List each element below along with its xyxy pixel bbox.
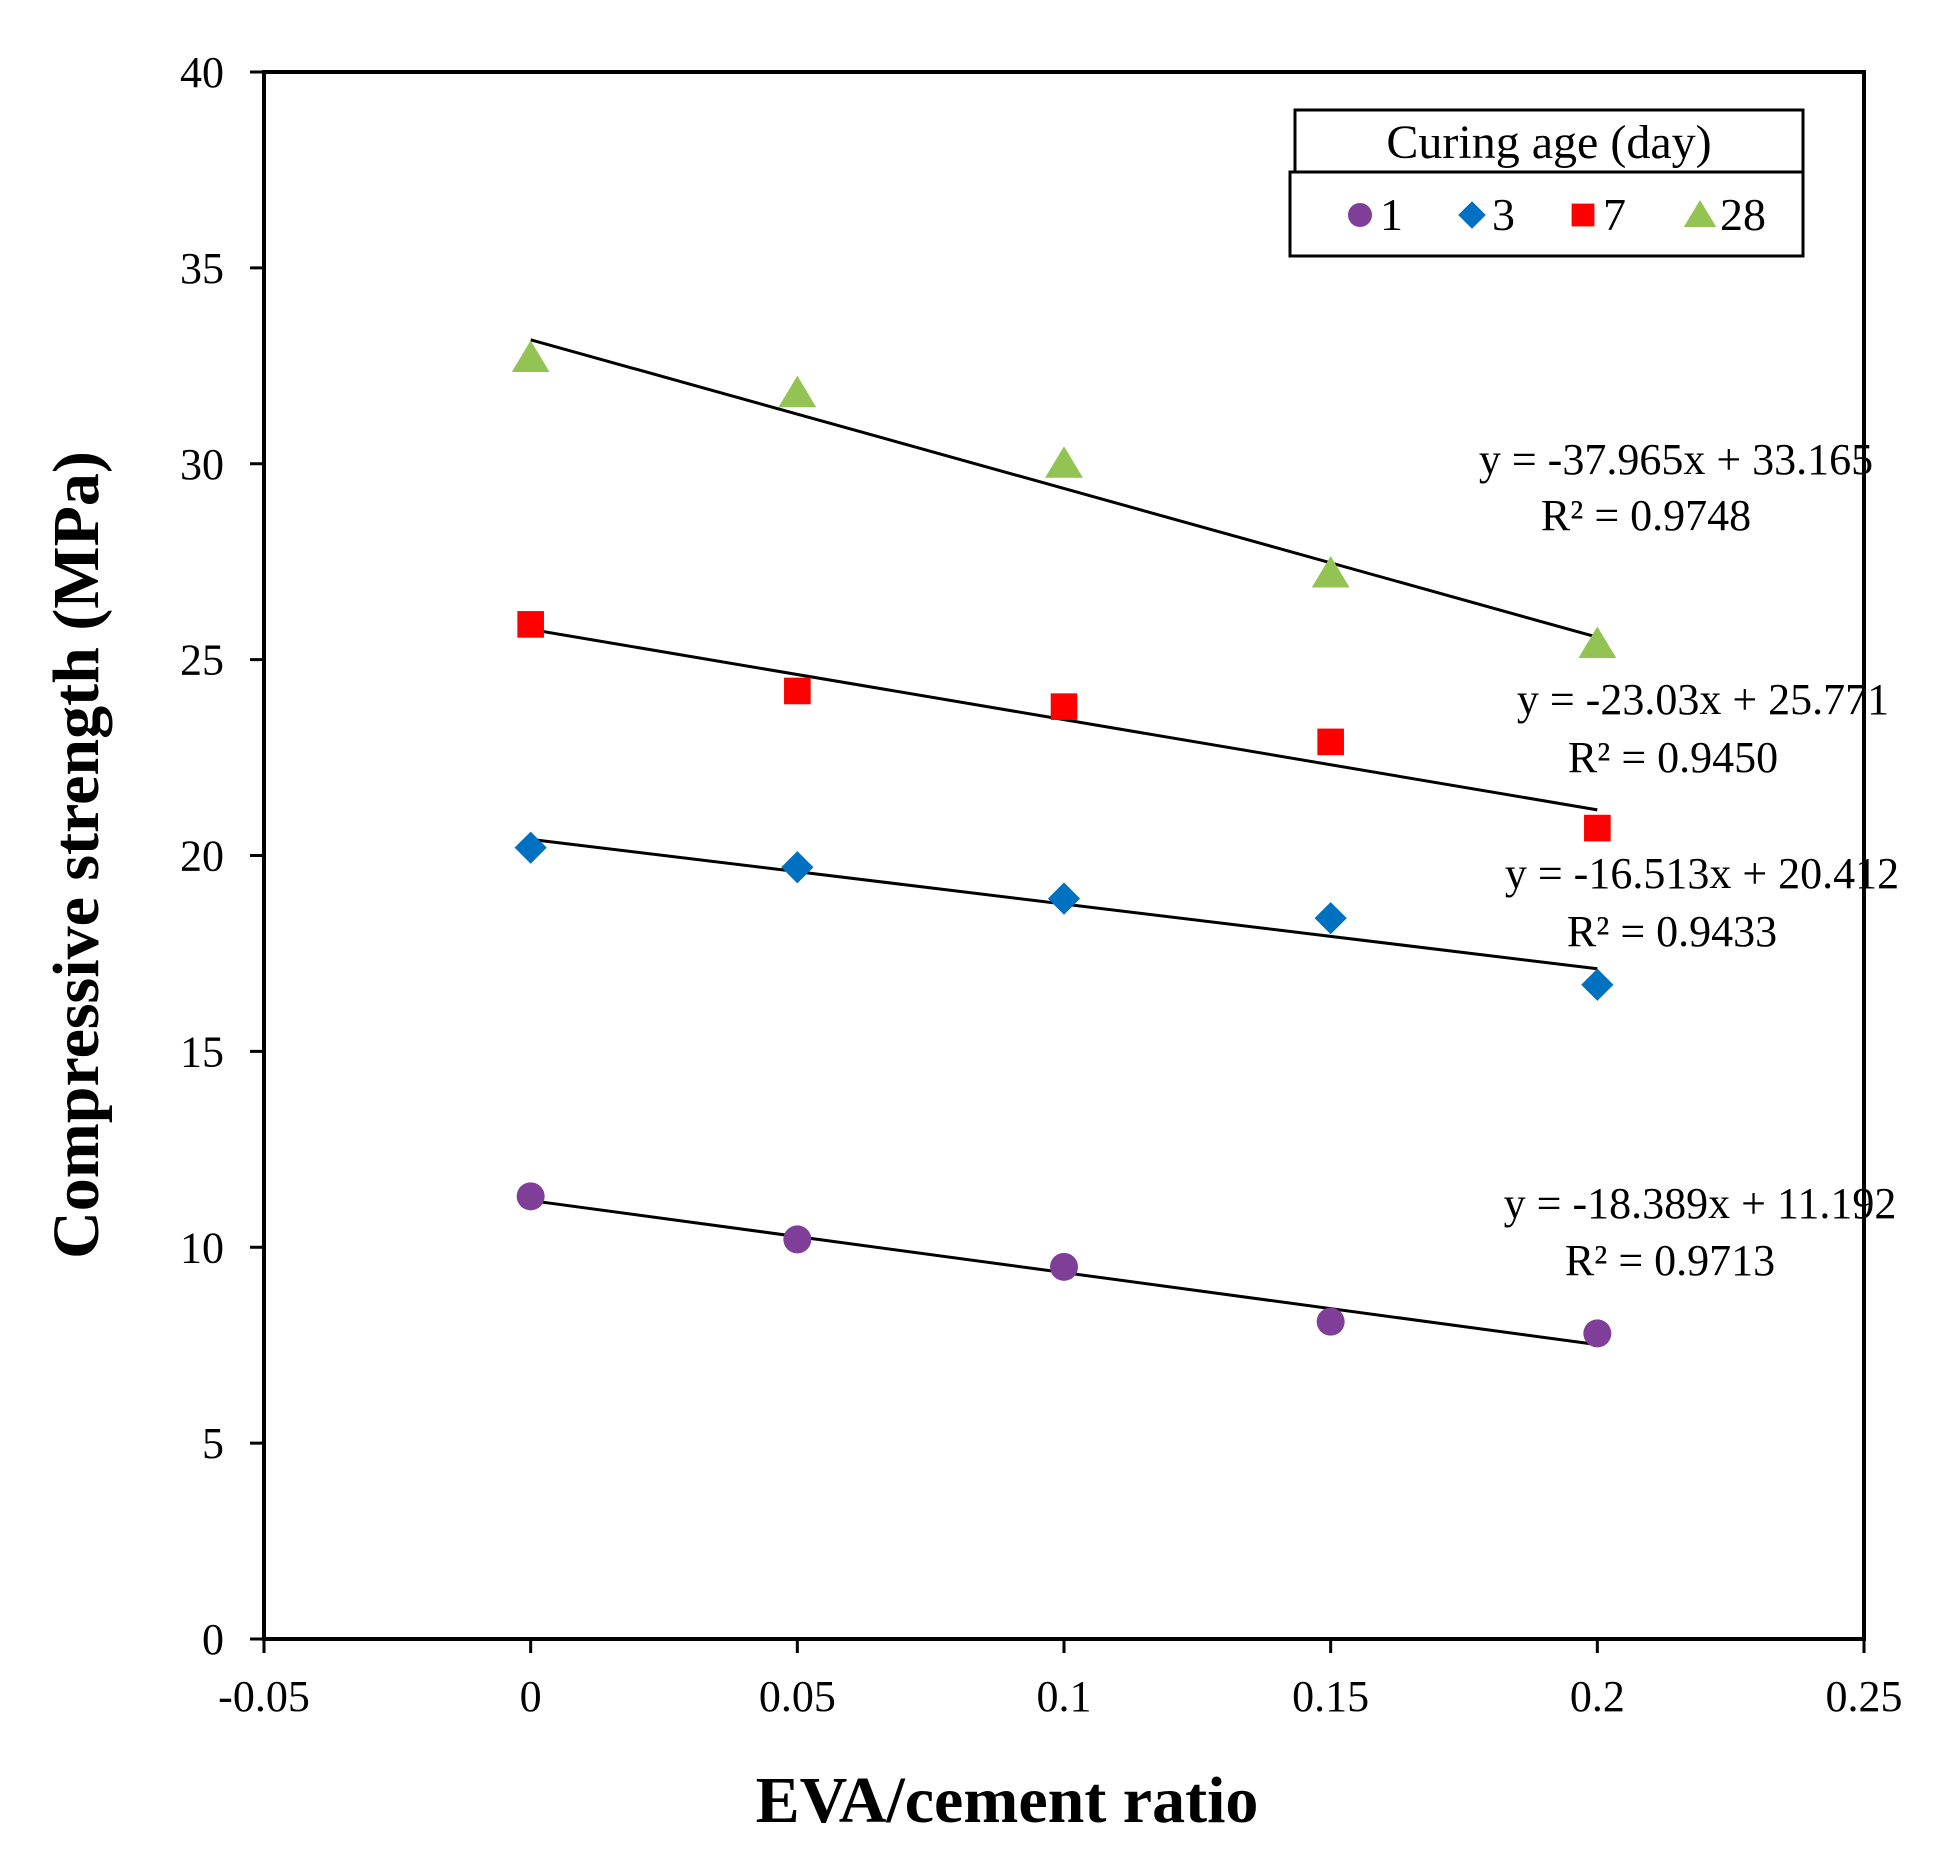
data-points bbox=[511, 340, 1617, 1348]
legend-label-series-7: 7 bbox=[1603, 189, 1626, 240]
legend-title: Curing age (day) bbox=[1386, 116, 1711, 169]
legend-title-box bbox=[1293, 108, 1805, 174]
y-axis: 0 5 10 15 20 25 30 35 40 bbox=[180, 48, 264, 1664]
trend-r2-series-28: R² = 0.9748 bbox=[1541, 491, 1751, 540]
trend-r2-series-7: R² = 0.9450 bbox=[1568, 733, 1778, 782]
point-series-28 bbox=[1311, 555, 1350, 588]
point-series-3 bbox=[781, 851, 814, 884]
point-series-7 bbox=[784, 677, 811, 705]
trend-equation-series-1: y = -18.389x + 11.192 bbox=[1504, 1179, 1897, 1228]
legend-entries: 1 3 7 28 bbox=[1348, 189, 1766, 240]
trend-equation-series-3: y = -16.513x + 20.412 bbox=[1505, 849, 1899, 898]
x-tick-label: 0.25 bbox=[1826, 1672, 1903, 1721]
point-series-1 bbox=[1316, 1307, 1345, 1336]
trend-r2-series-1: R² = 0.9713 bbox=[1565, 1236, 1775, 1285]
y-tick-label: 15 bbox=[180, 1027, 224, 1076]
point-series-28 bbox=[1045, 446, 1083, 478]
point-series-3 bbox=[1047, 882, 1081, 915]
y-tick-label: 5 bbox=[202, 1419, 224, 1468]
x-tick-label: -0.05 bbox=[218, 1672, 310, 1721]
point-series-7 bbox=[517, 611, 544, 638]
legend-marker-series-7 bbox=[1571, 203, 1595, 227]
x-tick-label: 0.15 bbox=[1292, 1672, 1369, 1721]
point-series-28 bbox=[1578, 626, 1617, 658]
legend-label-series-3: 3 bbox=[1492, 189, 1515, 240]
y-tick-label: 40 bbox=[180, 48, 224, 97]
trend-r2-series-3: R² = 0.9433 bbox=[1567, 907, 1777, 956]
legend-entries-box bbox=[1288, 170, 1805, 258]
point-series-3 bbox=[514, 831, 547, 864]
point-series-28 bbox=[778, 375, 817, 408]
x-tick-label: 0.2 bbox=[1570, 1672, 1625, 1721]
point-series-1 bbox=[1583, 1319, 1612, 1348]
y-tick-label: 20 bbox=[180, 832, 224, 881]
y-tick-label: 10 bbox=[180, 1223, 224, 1272]
point-series-7 bbox=[1050, 693, 1078, 720]
y-axis-title: Compressive strength (MPa) bbox=[40, 451, 113, 1259]
y-tick-label: 30 bbox=[180, 440, 224, 489]
point-series-1 bbox=[1050, 1252, 1078, 1281]
legend-marker-series-3 bbox=[1458, 201, 1486, 229]
legend-label-series-28: 28 bbox=[1720, 189, 1766, 240]
y-tick-label: 0 bbox=[202, 1615, 224, 1664]
x-tick-label: 0 bbox=[520, 1672, 542, 1721]
legend-label-series-1: 1 bbox=[1380, 189, 1403, 240]
x-tick-label: 0.05 bbox=[759, 1672, 836, 1721]
point-series-3 bbox=[1314, 902, 1347, 935]
point-series-7 bbox=[1317, 728, 1344, 756]
x-tick-label: 0.1 bbox=[1037, 1672, 1092, 1721]
legend[interactable]: Curing age (day) 1 3 7 28 bbox=[1288, 108, 1805, 258]
point-series-3 bbox=[1581, 968, 1614, 1001]
trendline-series-28 bbox=[530, 338, 1598, 639]
point-series-28 bbox=[511, 340, 550, 372]
x-axis-title: EVA/cement ratio bbox=[756, 1764, 1259, 1837]
point-series-1 bbox=[783, 1225, 812, 1254]
trend-equation-series-7: y = -23.03x + 25.771 bbox=[1517, 675, 1889, 724]
trend-equation-series-28: y = -37.965x + 33.165 bbox=[1479, 435, 1873, 484]
point-series-1 bbox=[516, 1182, 545, 1211]
y-tick-label: 35 bbox=[180, 244, 224, 293]
legend-marker-series-1 bbox=[1348, 203, 1372, 227]
legend-marker-series-28 bbox=[1683, 200, 1717, 227]
x-axis: -0.05 0 0.05 0.1 0.15 0.2 0.25 bbox=[218, 1639, 1903, 1721]
point-series-7 bbox=[1584, 814, 1611, 842]
trend-equations: y = -18.389x + 11.192 R² = 0.9713 y = -16.… bbox=[1479, 435, 1899, 1285]
y-tick-label: 25 bbox=[180, 636, 224, 685]
